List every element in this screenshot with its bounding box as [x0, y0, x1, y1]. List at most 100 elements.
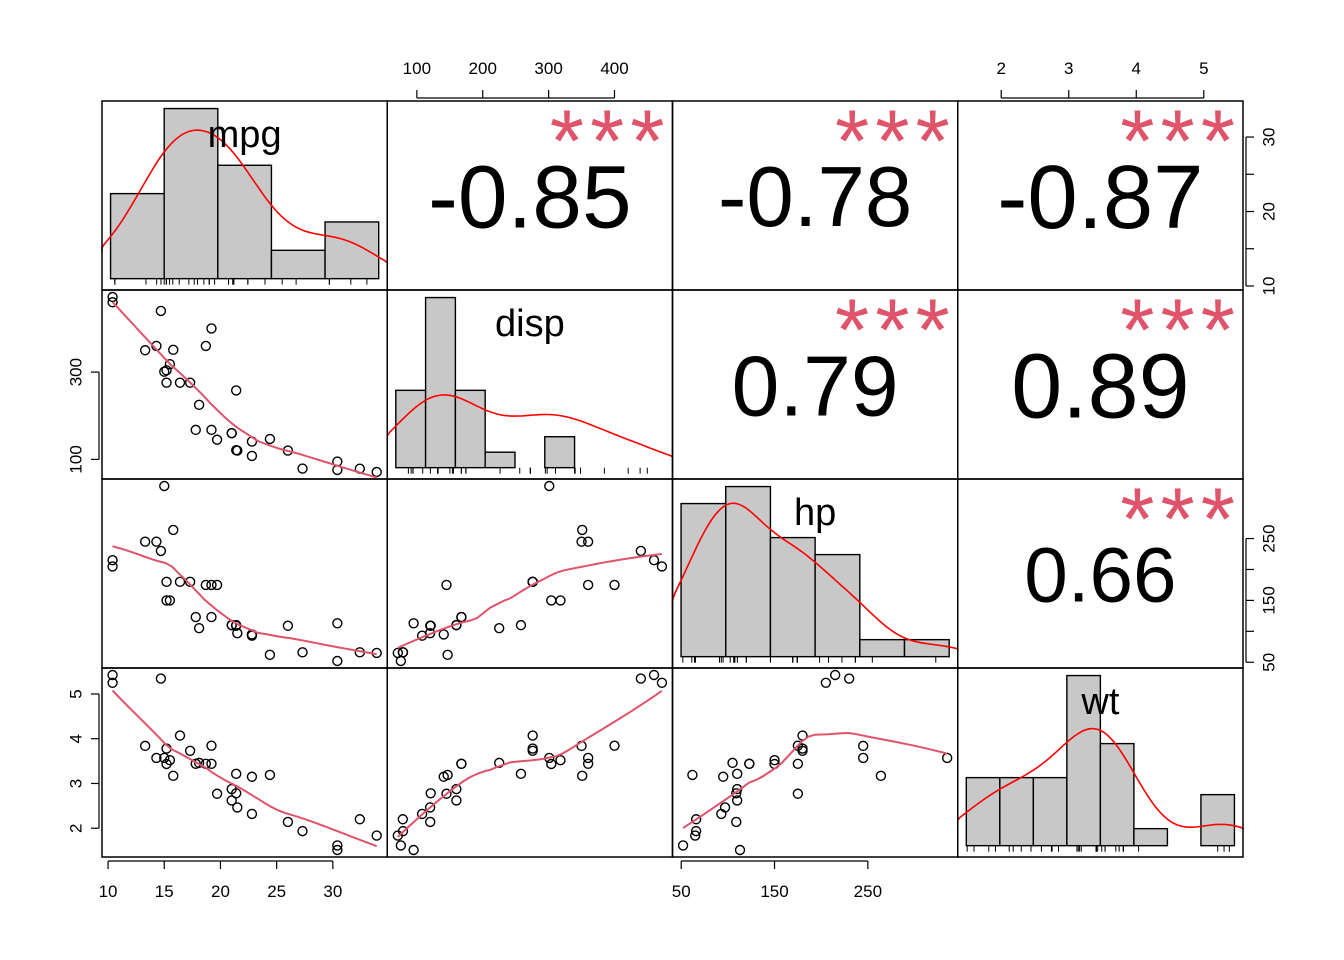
histogram-bar	[1200, 793, 1236, 847]
scatter-point	[717, 771, 729, 782]
scatter-point	[200, 340, 212, 352]
x-tick-label: 400	[600, 59, 628, 78]
smooth-line	[112, 545, 377, 656]
histogram-bar	[324, 221, 380, 280]
y-tick-label: 50	[1259, 653, 1278, 672]
scatter-point	[371, 466, 382, 478]
histogram-bar	[680, 502, 727, 658]
scatter-point	[635, 673, 647, 684]
scatter-point	[107, 555, 118, 566]
scatter-point	[184, 745, 196, 756]
scatter-point	[731, 795, 743, 806]
correlation-value: 0.66	[1024, 531, 1176, 619]
scatter-point	[161, 377, 172, 388]
panel-frame	[101, 478, 388, 669]
scatter-point	[246, 771, 258, 782]
scatter-point	[456, 758, 467, 769]
scatter-point	[656, 561, 668, 572]
y-tick-label: 2	[66, 823, 85, 832]
histogram-bar	[725, 485, 772, 658]
x-tick-label: 10	[99, 882, 118, 901]
panel-frame	[671, 667, 959, 858]
panel-wt-disp	[386, 667, 674, 858]
scatter-point	[690, 814, 702, 825]
histogram-bar	[1133, 827, 1169, 847]
panel-wt-wt: wt	[957, 667, 1244, 858]
scatter-point	[456, 611, 467, 623]
x-tick-label: 3	[1064, 59, 1073, 78]
correlation-value: 0.79	[732, 338, 899, 434]
scatter-point	[246, 450, 258, 462]
scatter-point	[297, 647, 308, 658]
scatter-point	[297, 463, 308, 474]
y-tick-label: 20	[1259, 202, 1278, 221]
scatter-point	[206, 740, 217, 751]
panel-mpg-wt: -0.87***	[957, 91, 1244, 291]
scatter-point	[184, 576, 196, 588]
scatter-point	[424, 802, 436, 813]
scatter-point	[211, 434, 223, 445]
scatter-point	[690, 825, 702, 837]
x-tick-label: 200	[469, 59, 497, 78]
histogram-bar	[999, 776, 1035, 847]
scatter-point	[408, 618, 419, 629]
scatter-point	[139, 740, 151, 752]
scatter-point	[174, 377, 186, 388]
scatter-point	[206, 579, 217, 591]
panel-disp-disp: disp	[386, 289, 674, 480]
histogram-bar	[544, 436, 576, 469]
y-tick-label: 10	[1259, 277, 1278, 296]
histogram-bar	[163, 107, 219, 280]
panel-wt-hp	[671, 667, 959, 858]
scatter-point	[442, 649, 453, 661]
density-curve	[386, 394, 674, 458]
histogram-bar	[217, 164, 273, 280]
scatter-point	[264, 649, 276, 661]
x-tick-label: 5	[1199, 59, 1208, 78]
scatter-point	[425, 816, 436, 828]
scatter-point	[159, 366, 170, 377]
panel-mpg-hp: -0.78***	[671, 91, 959, 291]
x-tick-label: 100	[403, 59, 431, 78]
scatter-point	[155, 305, 167, 317]
panel-wt-mpg	[101, 667, 388, 858]
scatter-point	[734, 844, 746, 856]
panel-mpg-mpg: mpg	[101, 100, 389, 291]
scatter-point	[168, 344, 179, 356]
scatter-point	[769, 754, 780, 766]
scatter-point	[527, 730, 538, 741]
scatter-point	[438, 771, 449, 782]
panel-hp-wt: 0.66***	[957, 469, 1244, 669]
scatter-point	[282, 620, 294, 631]
scatter-point	[397, 814, 409, 825]
significance-stars: ***	[550, 91, 671, 190]
scatter-point	[397, 825, 409, 837]
x-tick-label: 4	[1132, 59, 1141, 78]
scatter-point	[151, 752, 162, 764]
scatter-point	[155, 545, 167, 557]
scatter-point	[441, 579, 452, 591]
histogram-bar	[109, 192, 165, 280]
scatter-point	[494, 623, 505, 634]
x-tick-label: 2	[996, 59, 1005, 78]
significance-stars: ***	[1120, 280, 1241, 379]
scatter-point	[211, 579, 223, 591]
scatter-point	[161, 576, 172, 588]
scatter-point	[184, 377, 196, 388]
scatter-point	[609, 579, 620, 591]
smooth-line	[111, 301, 377, 479]
significance-stars: ***	[1120, 91, 1241, 190]
x-tick-label: 20	[211, 882, 230, 901]
scatter-point	[609, 740, 620, 751]
panel-hp-disp	[386, 478, 674, 669]
scatter-point	[332, 840, 343, 851]
x-tick-label: 25	[267, 882, 286, 901]
x-tick-label: 300	[534, 59, 562, 78]
scatter-point	[206, 611, 217, 623]
scatter-point	[689, 830, 701, 841]
scatter-point	[151, 536, 162, 547]
scatter-point	[857, 752, 869, 764]
correlation-value: -0.85	[428, 147, 632, 247]
scatter-point	[332, 655, 343, 667]
